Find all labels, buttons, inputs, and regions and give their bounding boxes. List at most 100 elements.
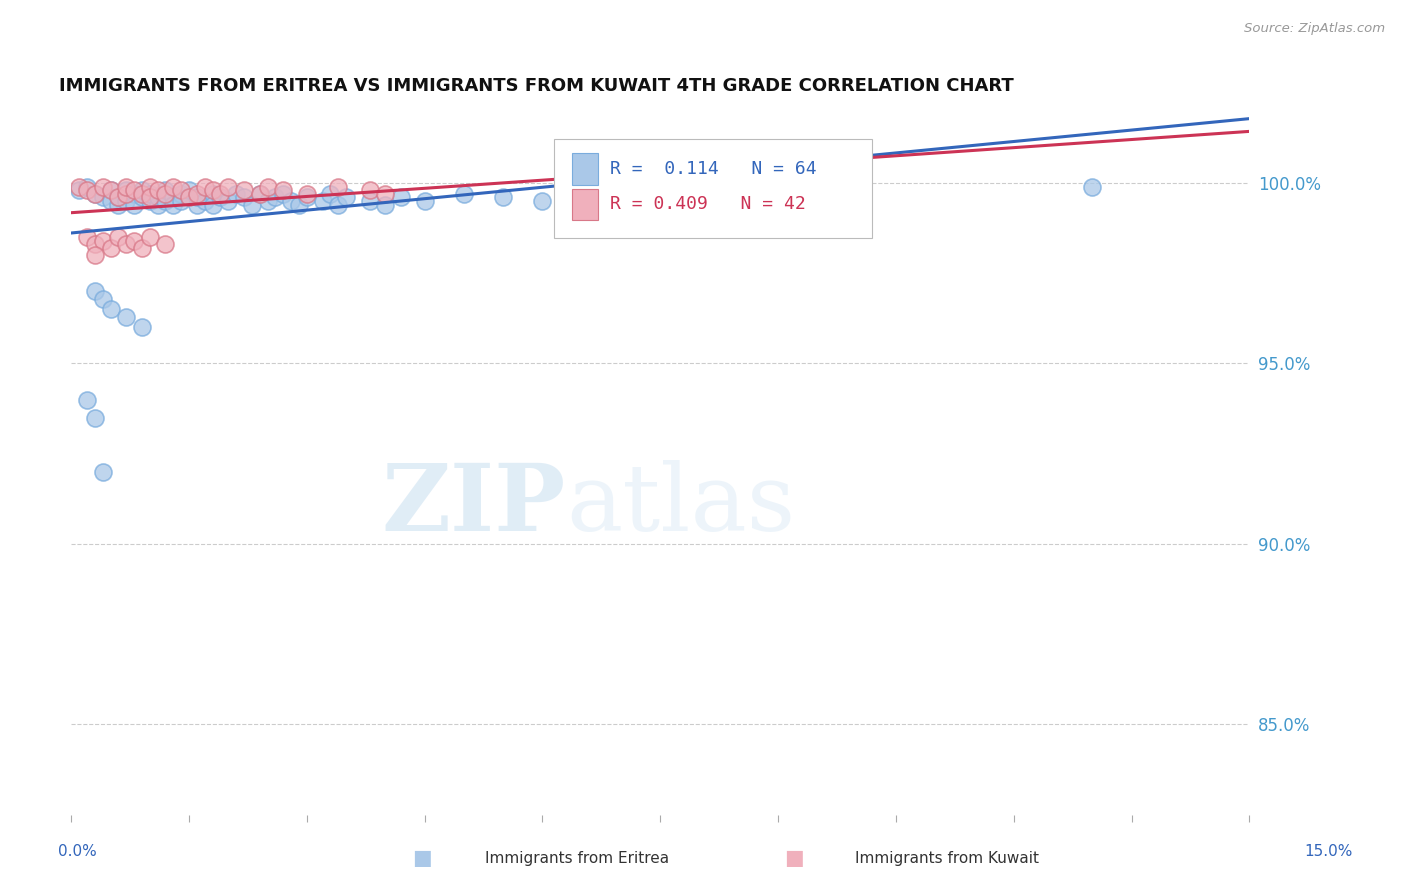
Point bbox=[122, 234, 145, 248]
Point bbox=[83, 248, 105, 262]
Text: Immigrants from Kuwait: Immigrants from Kuwait bbox=[855, 851, 1039, 865]
Point bbox=[139, 179, 162, 194]
Point bbox=[83, 410, 105, 425]
Point bbox=[413, 194, 436, 208]
Point bbox=[83, 285, 105, 299]
Point bbox=[162, 179, 184, 194]
Point bbox=[146, 183, 169, 197]
Point bbox=[76, 392, 98, 407]
Point bbox=[91, 179, 114, 194]
Point bbox=[139, 190, 162, 204]
Point bbox=[766, 179, 789, 194]
Point bbox=[91, 234, 114, 248]
Point bbox=[271, 186, 294, 201]
Point bbox=[83, 237, 105, 252]
Point bbox=[177, 183, 200, 197]
Point bbox=[217, 194, 239, 208]
Point bbox=[201, 186, 224, 201]
FancyBboxPatch shape bbox=[554, 139, 872, 237]
Point bbox=[319, 186, 342, 201]
Point bbox=[249, 186, 271, 201]
Point bbox=[139, 186, 162, 201]
Point bbox=[155, 194, 177, 208]
Point bbox=[100, 183, 122, 197]
Point bbox=[122, 197, 145, 211]
Text: R =  0.114   N = 64: R = 0.114 N = 64 bbox=[610, 161, 817, 178]
Point bbox=[76, 179, 98, 194]
Point bbox=[91, 190, 114, 204]
Point bbox=[295, 186, 318, 201]
Point bbox=[177, 190, 200, 204]
Point bbox=[115, 179, 138, 194]
Text: Immigrants from Eritrea: Immigrants from Eritrea bbox=[485, 851, 669, 865]
Point bbox=[453, 186, 475, 201]
Point bbox=[328, 179, 350, 194]
Point bbox=[122, 186, 145, 201]
Point bbox=[115, 186, 138, 201]
Point bbox=[67, 183, 90, 197]
Point bbox=[201, 183, 224, 197]
Point bbox=[115, 183, 138, 197]
Point bbox=[155, 186, 177, 201]
Point bbox=[186, 186, 208, 201]
Point bbox=[107, 190, 129, 204]
Text: ZIP: ZIP bbox=[382, 460, 567, 550]
Point bbox=[67, 179, 90, 194]
Point bbox=[162, 197, 184, 211]
Point bbox=[288, 197, 311, 211]
Point bbox=[1081, 179, 1104, 194]
Point bbox=[162, 190, 184, 204]
Point bbox=[155, 183, 177, 197]
Point bbox=[170, 194, 193, 208]
Point bbox=[295, 190, 318, 204]
Point bbox=[233, 190, 256, 204]
Text: 0.0%: 0.0% bbox=[58, 845, 97, 859]
Point bbox=[91, 292, 114, 306]
Point bbox=[359, 194, 381, 208]
Point bbox=[194, 179, 217, 194]
Point bbox=[264, 190, 287, 204]
Point bbox=[107, 197, 129, 211]
Point bbox=[194, 194, 217, 208]
Point bbox=[146, 190, 169, 204]
Point bbox=[100, 183, 122, 197]
Point bbox=[256, 194, 278, 208]
Text: R = 0.409   N = 42: R = 0.409 N = 42 bbox=[610, 195, 806, 213]
Point bbox=[139, 230, 162, 244]
Point bbox=[91, 465, 114, 479]
Point bbox=[170, 183, 193, 197]
Point bbox=[240, 197, 263, 211]
Point bbox=[209, 186, 232, 201]
Text: ■: ■ bbox=[785, 848, 804, 868]
Point bbox=[209, 190, 232, 204]
Bar bbox=[572, 153, 598, 186]
Point bbox=[217, 179, 239, 194]
Text: Source: ZipAtlas.com: Source: ZipAtlas.com bbox=[1244, 22, 1385, 36]
Point bbox=[76, 230, 98, 244]
Text: atlas: atlas bbox=[567, 460, 796, 550]
Point bbox=[100, 241, 122, 255]
Point bbox=[107, 190, 129, 204]
Point bbox=[155, 237, 177, 252]
Point bbox=[131, 320, 153, 334]
Point bbox=[201, 197, 224, 211]
Point bbox=[76, 183, 98, 197]
Point bbox=[335, 190, 357, 204]
Point bbox=[107, 230, 129, 244]
Point bbox=[131, 183, 153, 197]
Point bbox=[359, 183, 381, 197]
Point bbox=[186, 197, 208, 211]
Point bbox=[374, 186, 396, 201]
Text: 15.0%: 15.0% bbox=[1305, 845, 1353, 859]
Point bbox=[233, 183, 256, 197]
Point bbox=[389, 190, 412, 204]
Point bbox=[531, 194, 554, 208]
Point bbox=[115, 194, 138, 208]
Point bbox=[271, 183, 294, 197]
Point bbox=[170, 186, 193, 201]
Point bbox=[83, 186, 105, 201]
Point bbox=[571, 197, 593, 211]
Point bbox=[131, 241, 153, 255]
Bar bbox=[572, 188, 598, 220]
Point bbox=[374, 197, 396, 211]
